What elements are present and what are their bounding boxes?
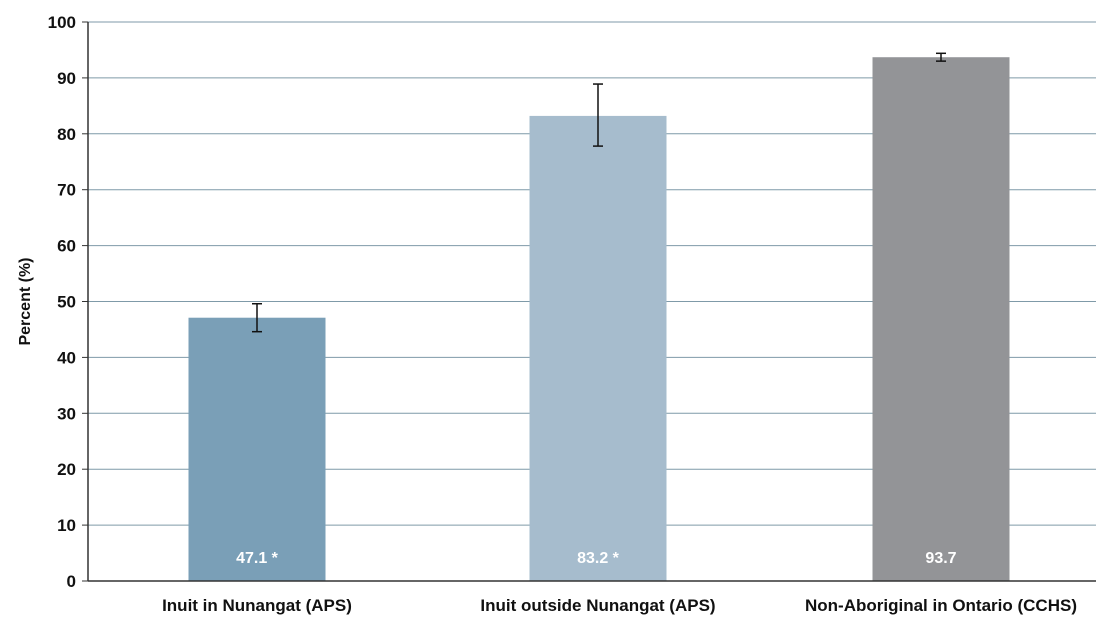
- bar: [872, 57, 1010, 582]
- data-label: 93.7: [925, 550, 956, 567]
- error-bars: [252, 52, 946, 333]
- axes: [87, 22, 1096, 582]
- bar: [188, 317, 326, 581]
- bars: [188, 57, 1010, 582]
- category-label: Non-Aboriginal in Ontario (CCHS): [805, 596, 1077, 615]
- error-bar: [593, 83, 603, 147]
- data-labels: 47.1 * 83.2 * 93.7: [236, 550, 957, 567]
- y-tick-label: 30: [57, 404, 76, 423]
- y-tick-label: 70: [57, 181, 76, 200]
- y-axis-ticks: 0 10 20 30 40 50 60 70 80 90 100: [48, 13, 88, 591]
- y-tick-label: 90: [57, 69, 76, 88]
- error-bar: [252, 302, 262, 333]
- category-label: Inuit outside Nunangat (APS): [480, 596, 715, 615]
- y-tick-label: 80: [57, 125, 76, 144]
- y-tick-label: 0: [67, 572, 76, 591]
- category-labels: Inuit in Nunangat (APS) Inuit outside Nun…: [162, 596, 1077, 615]
- y-tick-label: 40: [57, 348, 76, 367]
- category-label: Inuit in Nunangat (APS): [162, 596, 352, 615]
- data-label: 47.1 *: [236, 550, 279, 567]
- y-tick-label: 60: [57, 237, 76, 256]
- data-label: 83.2 *: [577, 550, 620, 567]
- y-tick-label: 10: [57, 516, 76, 535]
- error-bar: [936, 52, 946, 62]
- y-tick-label: 100: [48, 13, 76, 32]
- y-axis-title: Percent (%): [17, 257, 34, 345]
- y-tick-label: 50: [57, 293, 76, 312]
- y-tick-label: 20: [57, 460, 76, 479]
- bar: [529, 115, 667, 582]
